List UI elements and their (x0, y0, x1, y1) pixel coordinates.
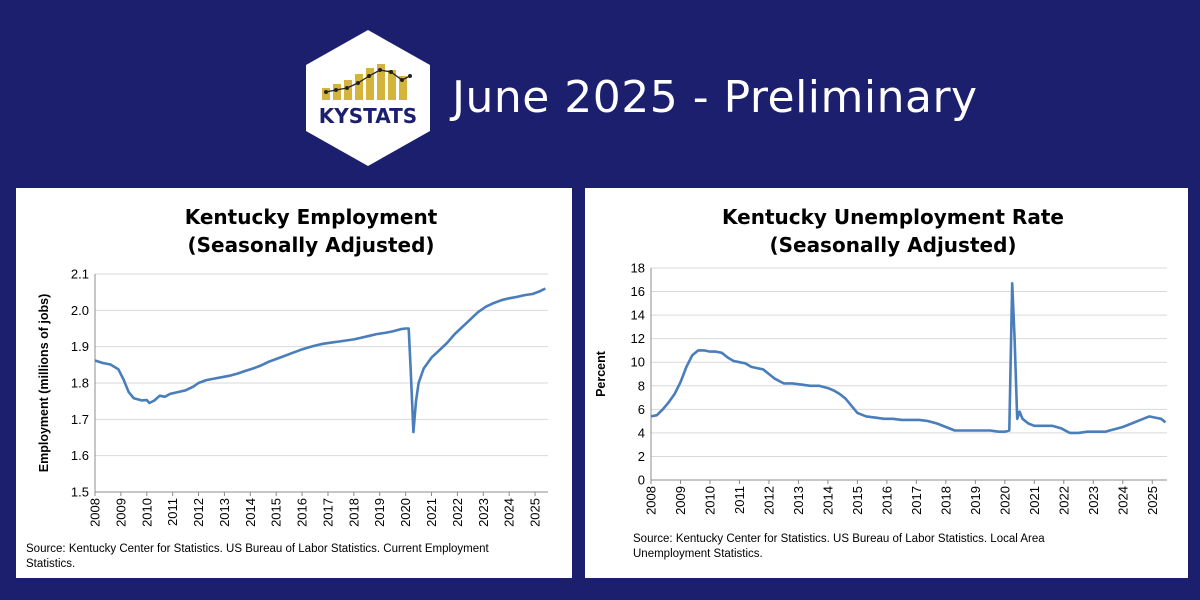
y-tick-label: 2 (638, 449, 645, 464)
x-tick-label: 2011 (732, 486, 747, 514)
x-tick-label: 2014 (820, 486, 835, 515)
x-tick-label: 2017 (320, 498, 335, 527)
x-tick-label: 2020 (398, 498, 413, 527)
y-tick-label: 2.0 (71, 303, 89, 318)
series-line (650, 282, 1167, 435)
unemployment-source-note: Source: Kentucky Center for Statistics. … (633, 532, 1173, 562)
y-tick-label: 0 (638, 473, 645, 488)
chart-title-line: Kentucky Unemployment Rate (722, 205, 1064, 229)
x-tick-label: 2016 (879, 486, 894, 515)
y-tick-label: 1.8 (71, 376, 89, 391)
x-tick-label: 2024 (1115, 486, 1130, 515)
x-tick-label: 2009 (113, 498, 128, 527)
source-line-1: Source: Kentucky Center for Statistics. … (633, 533, 1045, 545)
x-tick-label: 2008 (88, 498, 103, 527)
y-tick-label: 1.5 (71, 485, 89, 500)
x-tick-label: 2024 (502, 498, 517, 527)
x-tick-label: 2008 (644, 486, 659, 515)
y-axis-label: Employment (millions of jobs) (37, 294, 51, 472)
x-tick-label: 2023 (1086, 486, 1101, 515)
chart-title-line: (Seasonally Adjusted) (769, 233, 1016, 257)
x-tick-label: 2012 (191, 498, 206, 527)
x-tick-label: 2011 (165, 498, 180, 526)
y-tick-label: 10 (631, 355, 645, 370)
source-line-2: Unemployment Statistics. (633, 548, 763, 560)
page-title: June 2025 - Preliminary (452, 72, 978, 123)
chart-title-line: Kentucky Employment (185, 205, 438, 229)
y-tick-label: 12 (631, 331, 645, 346)
x-tick-label: 2016 (295, 498, 310, 527)
y-tick-label: 14 (631, 308, 645, 323)
kystats-logo: KYSTATS (306, 30, 430, 166)
y-tick-label: 16 (631, 284, 645, 299)
source-line-1: Source: Kentucky Center for Statistics. … (26, 543, 489, 555)
x-tick-label: 2025 (1145, 486, 1160, 515)
series-line (94, 287, 546, 434)
x-tick-label: 2022 (450, 498, 465, 527)
chart-title-line: (Seasonally Adjusted) (187, 233, 434, 257)
x-tick-label: 2018 (346, 498, 361, 527)
y-tick-label: 2.1 (71, 267, 89, 282)
x-tick-label: 2013 (217, 498, 232, 527)
y-tick-label: 1.9 (71, 339, 89, 354)
employment-chart: Kentucky Employment (Seasonally Adjusted)… (37, 205, 548, 527)
employment-chart-panel: Kentucky Employment (Seasonally Adjusted)… (16, 188, 572, 578)
y-tick-label: 8 (638, 378, 645, 393)
x-tick-label: 2015 (269, 498, 284, 527)
y-tick-label: 6 (638, 402, 645, 417)
y-tick-label: 1.6 (71, 448, 89, 463)
employment-source-note: Source: Kentucky Center for Statistics. … (26, 542, 566, 572)
x-tick-label: 2017 (909, 486, 924, 515)
y-axis-label: Percent (594, 350, 608, 397)
x-tick-label: 2023 (476, 498, 491, 527)
x-tick-label: 2012 (761, 486, 776, 515)
logo-text: KYSTATS (319, 104, 417, 128)
x-tick-label: 2020 (997, 486, 1012, 515)
y-tick-label: 4 (638, 425, 645, 440)
x-tick-label: 2021 (1027, 486, 1042, 515)
unemployment-chart-panel: Kentucky Unemployment Rate (Seasonally Ad… (585, 188, 1188, 578)
x-tick-label: 2013 (791, 486, 806, 515)
source-line-2: Statistics. (26, 558, 76, 570)
x-tick-label: 2010 (702, 486, 717, 515)
x-tick-label: 2014 (243, 498, 258, 527)
x-tick-label: 2009 (673, 486, 688, 515)
x-tick-label: 2015 (850, 486, 865, 515)
x-tick-label: 2022 (1056, 486, 1071, 515)
x-tick-label: 2019 (372, 498, 387, 527)
x-tick-label: 2021 (424, 498, 439, 527)
x-tick-label: 2019 (968, 486, 983, 515)
x-tick-label: 2025 (528, 498, 543, 527)
x-tick-label: 2018 (938, 486, 953, 515)
unemployment-chart: Kentucky Unemployment Rate (Seasonally Ad… (594, 205, 1167, 515)
header: KYSTATS June 2025 - Preliminary (0, 0, 1200, 180)
y-tick-label: 18 (631, 261, 645, 276)
x-tick-label: 2010 (139, 498, 154, 527)
y-tick-label: 1.7 (71, 412, 89, 427)
